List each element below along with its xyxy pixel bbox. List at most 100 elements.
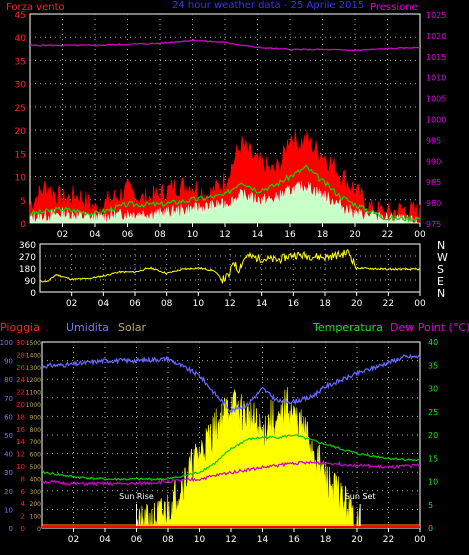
solar-y-tick-label: 100 <box>30 514 42 521</box>
dewpoint-line <box>41 460 421 487</box>
wind-y-tick-label: 0 <box>20 220 26 230</box>
direction-y-tick-label: 180 <box>19 265 36 275</box>
weather-x-tick-label: 20 <box>351 535 363 545</box>
wind-x-tick-label: 00 <box>414 230 426 240</box>
solar-y-tick-label: 700 <box>30 439 42 446</box>
humidity-line <box>41 353 421 414</box>
temperature-axis-title: Temperatura <box>312 321 383 334</box>
wind-y-tick-label: 20 <box>15 127 27 137</box>
temperature-y-tick-label: 15 <box>428 454 438 463</box>
solar-y-tick-label: 200 <box>30 501 42 508</box>
direction-x-tick-label: 20 <box>351 299 363 309</box>
weather-x-tick-label: 10 <box>194 535 206 545</box>
humidity-y-tick-label: 100 <box>0 339 13 347</box>
direction-x-tick-label: 14 <box>256 299 268 309</box>
wind-x-tick-label: 14 <box>252 230 264 240</box>
pressure-y-tick-label: 990 <box>426 157 441 166</box>
chart-title: 24 hour weather data - 25 Aprile 2015 <box>172 0 364 11</box>
weather-x-tick-label: 16 <box>288 535 300 545</box>
solar-y-tick-label: 500 <box>30 464 42 471</box>
weather-x-tick-label: 06 <box>131 535 143 545</box>
dewpoint-axis-title: Dew Point (°C) <box>390 321 469 334</box>
humidity-y-tick-label: 30 <box>4 469 13 477</box>
humidity-y-tick-label: 0 <box>9 525 13 533</box>
compass-label: N <box>437 239 445 252</box>
pressure-axis-title: Pressione <box>370 2 418 13</box>
direction-x-tick-label: 08 <box>161 299 173 309</box>
temperature-y-tick-label: 5 <box>428 501 433 510</box>
solar-y-tick-label: 400 <box>30 476 42 483</box>
direction-x-tick-label: 00 <box>414 299 426 309</box>
direction-x-tick-label: 02 <box>66 299 77 309</box>
solar-y-tick-label: 900 <box>30 414 42 421</box>
direction-x-tick-label: 16 <box>288 299 300 309</box>
direction-x-tick-label: 18 <box>319 299 331 309</box>
solar-y-tick-label: 1200 <box>26 377 41 384</box>
direction-y-tick-label: 0 <box>30 289 36 299</box>
compass-label: S <box>437 263 444 276</box>
pressure-y-tick-label: 975 <box>426 220 441 229</box>
wind-axis-title: Forza vento <box>6 2 65 13</box>
rain-y-tick-label: 20 <box>16 401 25 409</box>
pressure-line <box>29 39 421 52</box>
direction-x-tick-label: 06 <box>129 299 141 309</box>
wind-x-tick-label: 22 <box>382 230 393 240</box>
rain-y-tick-label: 18 <box>16 413 25 421</box>
solar-y-tick-label: 1100 <box>26 390 41 397</box>
solar-axis-title: Solar <box>118 321 147 334</box>
wind-x-tick-label: 04 <box>89 230 101 240</box>
pressure-y-tick-label: 1010 <box>426 74 446 83</box>
temperature-y-tick-label: 25 <box>428 408 438 417</box>
humidity-y-tick-label: 90 <box>4 358 13 366</box>
wind-x-tick-label: 20 <box>349 230 361 240</box>
weather-x-tick-label: 08 <box>162 535 174 545</box>
weather-x-tick-label: 02 <box>68 535 79 545</box>
wind-y-tick-label: 25 <box>15 104 26 114</box>
wind-average-line <box>29 164 421 223</box>
wind-y-tick-label: 10 <box>15 174 27 184</box>
solar-y-tick-label: 0 <box>37 526 41 533</box>
pressure-y-tick-label: 1020 <box>426 32 446 41</box>
compass-label: W <box>437 251 448 264</box>
solar-y-tick-label: 1500 <box>26 340 41 347</box>
temperature-y-tick-label: 20 <box>428 431 438 440</box>
pressure-y-tick-label: 1015 <box>426 53 446 62</box>
temperature-y-tick-label: 35 <box>428 361 438 370</box>
solar-radiation-area <box>134 387 361 529</box>
direction-x-tick-label: 04 <box>98 299 110 309</box>
pressure-y-tick-label: 985 <box>426 178 441 187</box>
temperature-y-tick-label: 0 <box>428 524 433 533</box>
solar-y-tick-label: 1000 <box>26 402 41 409</box>
pressure-y-tick-label: 980 <box>426 199 441 208</box>
humidity-y-tick-label: 70 <box>4 395 13 403</box>
humidity-y-tick-label: 40 <box>4 451 13 459</box>
rain-y-tick-label: 8 <box>21 475 25 483</box>
pressure-y-tick-label: 1000 <box>426 116 446 125</box>
pressure-y-tick-label: 1005 <box>426 95 446 104</box>
rain-y-tick-label: 10 <box>16 463 25 471</box>
wind-speed-area <box>29 180 420 224</box>
direction-x-tick-label: 10 <box>193 299 205 309</box>
rain-y-tick-label: 24 <box>16 376 25 384</box>
pressure-y-tick-label: 1025 <box>426 11 446 20</box>
humidity-y-tick-label: 20 <box>4 488 13 496</box>
solar-y-tick-label: 1300 <box>26 365 41 372</box>
direction-y-tick-label: 270 <box>19 253 36 263</box>
wind-direction-line <box>39 248 421 284</box>
rain-y-tick-label: 28 <box>16 351 25 359</box>
solar-y-tick-label: 600 <box>30 452 42 459</box>
rain-y-tick-label: 12 <box>16 451 25 459</box>
rain-y-tick-label: 30 <box>16 339 25 347</box>
rain-y-tick-label: 6 <box>21 488 26 496</box>
sunset-label: Sun Set <box>345 492 376 501</box>
humidity-y-tick-label: 10 <box>4 506 13 514</box>
compass-label: N <box>437 287 445 300</box>
wind-y-tick-label: 15 <box>15 150 26 160</box>
rain-humidity-temperature-chart: 0102030405060708090100024681012141618202… <box>0 338 438 545</box>
humidity-y-tick-label: 50 <box>4 432 13 440</box>
direction-x-tick-label: 22 <box>383 299 394 309</box>
direction-y-tick-label: 360 <box>19 241 36 251</box>
wind-y-tick-label: 30 <box>15 81 27 91</box>
weather-x-tick-label: 22 <box>383 535 394 545</box>
